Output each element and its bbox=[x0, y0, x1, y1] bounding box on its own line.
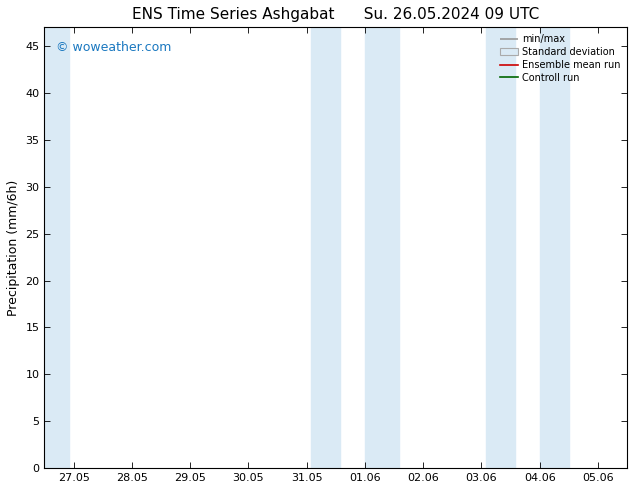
Bar bbox=[44, 27, 69, 468]
Text: © woweather.com: © woweather.com bbox=[56, 41, 172, 53]
Title: ENS Time Series Ashgabat      Su. 26.05.2024 09 UTC: ENS Time Series Ashgabat Su. 26.05.2024 … bbox=[132, 7, 540, 22]
Legend: min/max, Standard deviation, Ensemble mean run, Controll run: min/max, Standard deviation, Ensemble me… bbox=[498, 32, 622, 85]
Bar bbox=[365, 27, 399, 468]
Y-axis label: Precipitation (mm/6h): Precipitation (mm/6h) bbox=[7, 180, 20, 316]
Bar bbox=[540, 27, 569, 468]
Bar bbox=[311, 27, 340, 468]
Bar bbox=[486, 27, 515, 468]
